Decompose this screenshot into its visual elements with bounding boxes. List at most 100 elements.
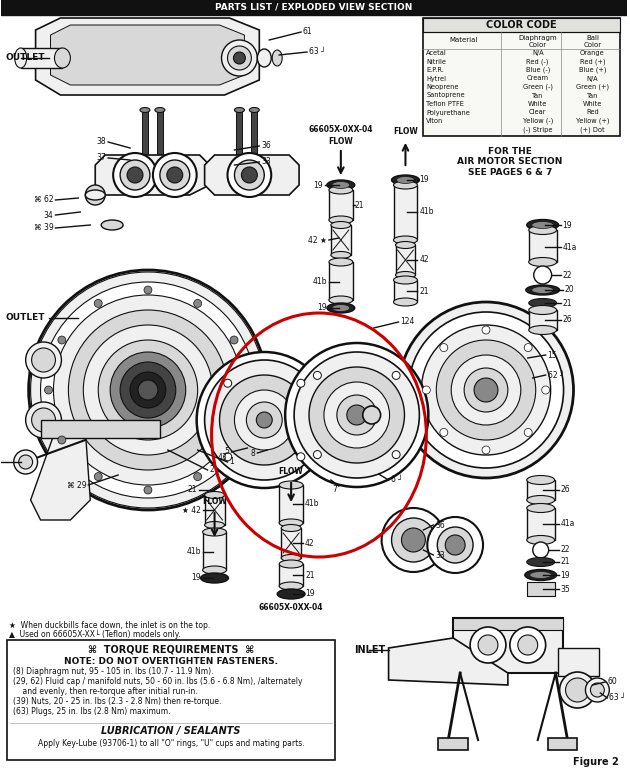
Bar xyxy=(423,18,621,32)
Ellipse shape xyxy=(203,528,227,536)
Circle shape xyxy=(40,282,255,498)
Text: 22: 22 xyxy=(561,545,570,554)
Bar xyxy=(205,495,224,525)
Circle shape xyxy=(437,527,473,563)
Circle shape xyxy=(241,167,257,183)
Text: 5: 5 xyxy=(225,448,229,457)
Ellipse shape xyxy=(279,582,303,590)
Circle shape xyxy=(422,386,430,394)
Ellipse shape xyxy=(527,495,554,504)
Circle shape xyxy=(113,153,157,197)
Text: 20: 20 xyxy=(564,285,574,295)
Polygon shape xyxy=(31,430,90,520)
Bar xyxy=(267,382,297,398)
Text: 8: 8 xyxy=(251,448,255,458)
Circle shape xyxy=(392,371,400,379)
Text: 21: 21 xyxy=(420,287,429,295)
Text: 41a: 41a xyxy=(561,520,575,528)
Circle shape xyxy=(160,160,190,190)
Polygon shape xyxy=(35,18,260,95)
Text: 33: 33 xyxy=(261,158,271,167)
Bar xyxy=(78,308,108,328)
Text: 6 ┘: 6 ┘ xyxy=(391,475,403,484)
Circle shape xyxy=(234,390,294,450)
Circle shape xyxy=(31,272,265,508)
Circle shape xyxy=(144,286,152,294)
Circle shape xyxy=(222,40,257,76)
Circle shape xyxy=(533,542,549,558)
Text: 21: 21 xyxy=(187,485,197,494)
Text: 19: 19 xyxy=(318,304,327,312)
Text: 43: 43 xyxy=(217,454,227,462)
Circle shape xyxy=(243,386,251,394)
Text: 19: 19 xyxy=(563,221,572,229)
Text: ⌘ 62: ⌘ 62 xyxy=(34,195,54,205)
Text: Acetal: Acetal xyxy=(427,50,447,56)
Text: COLOR CODE: COLOR CODE xyxy=(486,20,557,30)
Circle shape xyxy=(464,368,508,412)
Text: 63 ┘: 63 ┘ xyxy=(309,48,326,56)
Ellipse shape xyxy=(101,220,123,230)
Circle shape xyxy=(440,428,448,437)
Text: 62 ┘: 62 ┘ xyxy=(547,371,564,379)
Ellipse shape xyxy=(327,303,355,313)
Text: Blue (+): Blue (+) xyxy=(578,67,606,73)
Text: FLOW: FLOW xyxy=(278,468,304,477)
Circle shape xyxy=(524,428,532,437)
Circle shape xyxy=(297,379,305,388)
Circle shape xyxy=(399,302,573,478)
Text: FLOW: FLOW xyxy=(393,128,418,137)
Circle shape xyxy=(130,372,166,408)
Circle shape xyxy=(478,635,498,655)
Text: 41b: 41b xyxy=(420,208,434,217)
Circle shape xyxy=(26,402,62,438)
Text: 42 ★: 42 ★ xyxy=(308,235,327,245)
Ellipse shape xyxy=(332,181,350,188)
Text: (-) Stripe: (-) Stripe xyxy=(523,126,553,133)
Ellipse shape xyxy=(329,296,353,304)
Circle shape xyxy=(482,326,490,334)
Bar xyxy=(157,110,163,165)
Ellipse shape xyxy=(530,571,552,578)
Bar xyxy=(394,185,418,240)
Circle shape xyxy=(518,635,538,655)
Text: 124: 124 xyxy=(401,318,415,327)
Text: Apply Key-Lube (93706-1) to all "O" rings, "U" cups and mating parts.: Apply Key-Lube (93706-1) to all "O" ring… xyxy=(38,740,304,748)
Circle shape xyxy=(566,678,590,702)
Text: Blue (-): Blue (-) xyxy=(525,67,550,73)
Ellipse shape xyxy=(155,108,165,112)
Ellipse shape xyxy=(272,50,282,66)
Ellipse shape xyxy=(140,108,150,112)
Circle shape xyxy=(470,627,506,663)
Text: 42: 42 xyxy=(420,255,429,265)
Text: 19: 19 xyxy=(191,574,200,582)
Text: 41b: 41b xyxy=(186,548,200,557)
Circle shape xyxy=(559,672,595,708)
Bar xyxy=(40,420,160,438)
Text: Red: Red xyxy=(586,109,598,115)
Text: 15: 15 xyxy=(547,351,558,359)
Text: 2: 2 xyxy=(210,465,214,474)
Text: (39) Nuts, 20 - 25 in. lbs (2.3 - 2.8 Nm) then re-torque.: (39) Nuts, 20 - 25 in. lbs (2.3 - 2.8 Nm… xyxy=(13,697,221,705)
Circle shape xyxy=(230,436,238,444)
Text: Color: Color xyxy=(583,42,602,48)
Circle shape xyxy=(510,627,546,663)
Circle shape xyxy=(28,270,267,510)
Circle shape xyxy=(32,348,55,372)
Bar xyxy=(453,618,563,673)
Bar xyxy=(1,0,627,15)
Text: N/A: N/A xyxy=(587,75,598,82)
Bar xyxy=(279,485,303,523)
Circle shape xyxy=(445,535,465,555)
Ellipse shape xyxy=(529,305,556,315)
Text: 19: 19 xyxy=(561,571,570,580)
Text: ⌘ 39: ⌘ 39 xyxy=(34,224,54,232)
Text: 22: 22 xyxy=(563,271,572,279)
Circle shape xyxy=(294,352,420,478)
Text: 26: 26 xyxy=(563,315,572,325)
Circle shape xyxy=(590,683,604,697)
Text: Neoprene: Neoprene xyxy=(427,84,459,90)
Bar xyxy=(329,190,353,220)
Ellipse shape xyxy=(527,535,554,544)
Ellipse shape xyxy=(279,519,303,527)
